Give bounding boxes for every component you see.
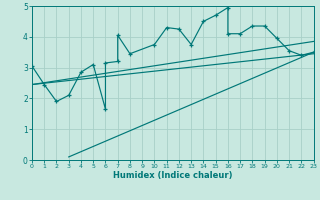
X-axis label: Humidex (Indice chaleur): Humidex (Indice chaleur): [113, 171, 233, 180]
